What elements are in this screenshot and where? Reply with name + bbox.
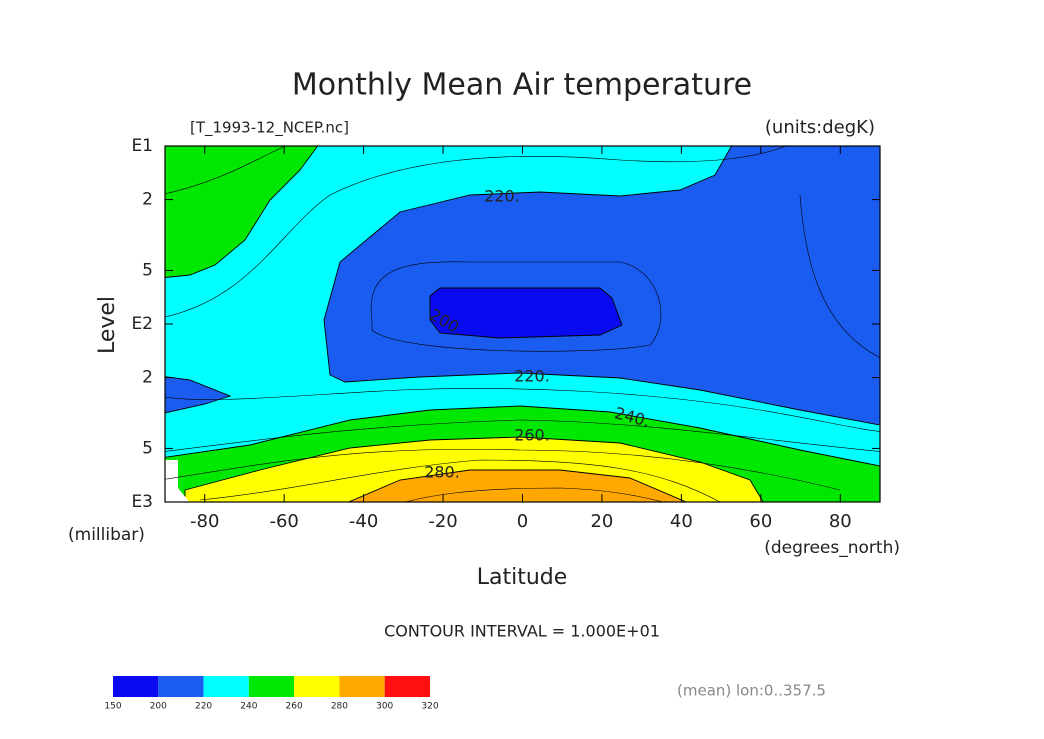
y-tick-label: E3	[131, 492, 153, 512]
x-tick-label: 80	[829, 511, 852, 532]
contour-line	[370, 261, 662, 352]
y-tick-label: 2	[142, 190, 153, 210]
colorbar-label: 260	[286, 702, 303, 712]
colorbar-swatch	[158, 676, 204, 697]
contour-line	[165, 448, 841, 491]
colorbar-swatch	[294, 676, 340, 697]
region	[429, 287, 623, 339]
chart-title: Monthly Mean Air temperature	[292, 68, 752, 103]
contour-line	[799, 194, 880, 358]
x-tick-label: 40	[670, 511, 693, 532]
contour-label: 220.	[514, 367, 550, 386]
colorbar-label: 300	[376, 702, 393, 712]
colorbar-label: 280	[331, 702, 348, 712]
colorbar-label: 200	[150, 702, 167, 712]
x-tick-label: -20	[428, 511, 457, 532]
x-axis-units: (degrees_north)	[764, 538, 900, 558]
x-tick-label: -60	[269, 511, 298, 532]
region	[165, 146, 319, 278]
region	[165, 376, 232, 414]
colorbar-swatch	[339, 676, 385, 697]
contour-line	[165, 419, 880, 452]
x-tick-label: 60	[749, 511, 772, 532]
x-tick-label: 0	[517, 511, 528, 532]
footer: CONTOUR INTERVAL = 1.000E+01	[384, 622, 660, 641]
colorbar-swatch	[203, 676, 249, 697]
y-tick-label: 2	[142, 368, 153, 388]
y-axis-units: (millibar)	[68, 525, 145, 545]
contour-line	[165, 388, 880, 432]
colorbar-label: 220	[195, 702, 212, 712]
colorbar-swatch	[113, 676, 159, 697]
contour-line	[404, 487, 665, 502]
file-label: [T_1993-12_NCEP.nc]	[190, 119, 349, 138]
colorbar-label: 150	[104, 702, 121, 712]
colorbar-label: 240	[240, 702, 257, 712]
y-tick-label: 5	[142, 260, 153, 280]
colorbar-label: 320	[421, 702, 438, 712]
contour-label: 280.	[424, 463, 460, 482]
y-tick-label: 5	[142, 438, 153, 458]
contour-line	[199, 459, 721, 502]
x-tick-label: -80	[190, 511, 219, 532]
x-tick-label: 20	[590, 511, 613, 532]
contour-label: 260.	[514, 426, 550, 445]
contour-line	[165, 146, 787, 318]
region	[323, 146, 880, 426]
contour-field	[165, 146, 880, 502]
colorbar-swatch	[248, 676, 295, 697]
y-axis-label: Level	[95, 296, 120, 354]
units-label: (units:degK)	[765, 117, 875, 138]
note: (mean) lon:0..357.5	[677, 682, 826, 700]
contour-line	[165, 146, 286, 195]
colorbar-swatch	[384, 676, 430, 697]
y-tick-label: E2	[131, 314, 153, 334]
contour-label: 220.	[484, 187, 520, 206]
x-axis-label: Latitude	[477, 565, 568, 590]
x-tick-label: -40	[349, 511, 378, 532]
y-tick-label: E1	[131, 136, 153, 156]
missing-region	[165, 460, 190, 502]
